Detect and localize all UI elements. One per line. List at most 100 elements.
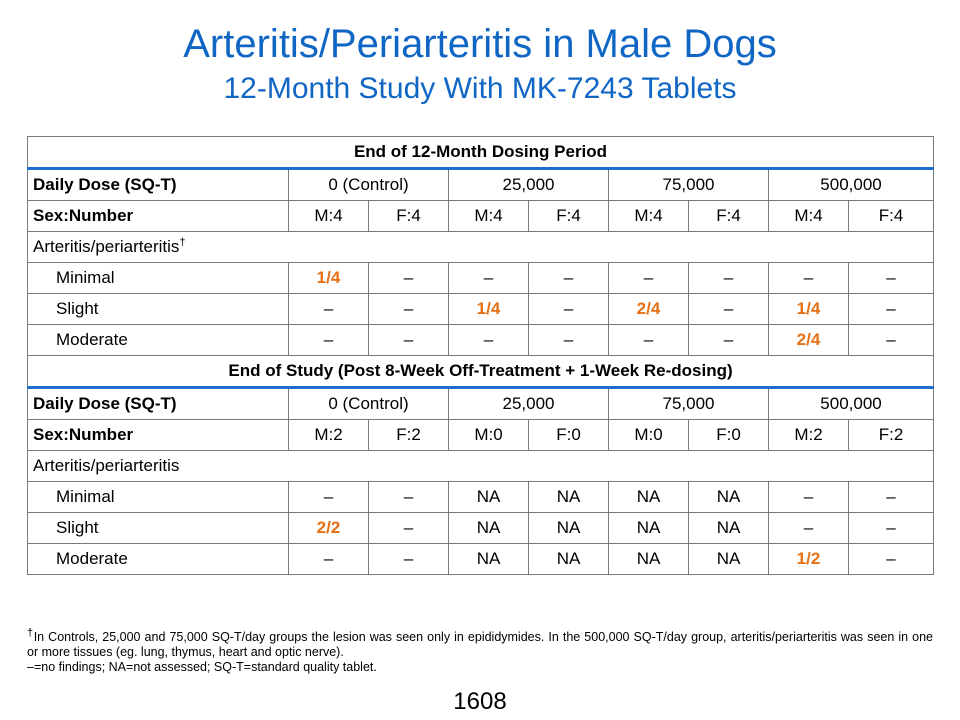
value-cell: – — [847, 324, 935, 356]
value-cell: – — [847, 262, 935, 294]
severity-label: Moderate — [27, 324, 289, 356]
finding-label: Arteritis/periarteritis† — [26, 231, 935, 263]
value-cell: NA — [688, 512, 769, 544]
dose-label: Daily Dose (SQ-T) — [27, 167, 289, 201]
value-cell: – — [847, 512, 935, 544]
value-cell: – — [368, 481, 449, 513]
value-cell: NA — [528, 543, 609, 575]
severity-row: Moderate – – NA NA NA NA 1/2 – — [27, 543, 935, 575]
severity-label: Minimal — [27, 481, 289, 513]
value-cell: NA — [608, 512, 689, 544]
dose-row: Daily Dose (SQ-T) 0 (Control) 25,000 75,… — [27, 386, 935, 420]
sex-cell: F:4 — [368, 200, 449, 232]
footnote-dagger: † — [27, 626, 34, 639]
value-cell: NA — [448, 481, 529, 513]
sex-cell: M:4 — [448, 200, 529, 232]
sex-cell: F:2 — [847, 419, 935, 451]
footnote-line-2: –=no findings; NA=not assessed; SQ-T=sta… — [27, 660, 377, 674]
value-cell: – — [688, 324, 769, 356]
value-cell: – — [448, 324, 529, 356]
severity-label: Moderate — [27, 543, 289, 575]
sex-cell: F:4 — [688, 200, 769, 232]
severity-label: Minimal — [27, 262, 289, 294]
sex-cell: M:4 — [288, 200, 369, 232]
sex-number-row: Sex:Number M:2 F:2 M:0 F:0 M:0 F:0 M:2 F… — [27, 419, 935, 451]
footnote-line-1: †In Controls, 25,000 and 75,000 SQ-T/day… — [27, 626, 933, 659]
value-cell: 2/4 — [608, 293, 689, 325]
value-cell: – — [368, 324, 449, 356]
dose-cell: 500,000 — [767, 386, 935, 420]
dose-label: Daily Dose (SQ-T) — [27, 386, 289, 420]
footnote: †In Controls, 25,000 and 75,000 SQ-T/day… — [27, 626, 933, 675]
value-cell: – — [688, 262, 769, 294]
slide-subtitle: 12-Month Study With MK-7243 Tablets — [223, 72, 737, 105]
dose-cell: 0 (Control) — [288, 167, 449, 201]
value-cell: NA — [528, 512, 609, 544]
slide-title: Arteritis/Periarteritis in Male Dogs — [183, 22, 777, 66]
value-cell: – — [288, 543, 369, 575]
value-cell: – — [288, 324, 369, 356]
sex-cell: M:4 — [768, 200, 849, 232]
dose-cell: 75,000 — [608, 386, 769, 420]
sex-number-label: Sex:Number — [27, 419, 289, 451]
sex-cell: F:4 — [528, 200, 609, 232]
value-cell: – — [368, 543, 449, 575]
value-cell: – — [768, 481, 849, 513]
severity-row: Minimal 1/4 – – – – – – – — [27, 262, 935, 294]
severity-row: Moderate – – – – – – 2/4 – — [27, 324, 935, 356]
value-cell: NA — [528, 481, 609, 513]
value-cell: – — [448, 262, 529, 294]
severity-row: Minimal – – NA NA NA NA – – — [27, 481, 935, 513]
sex-cell: F:2 — [368, 419, 449, 451]
value-cell: 2/2 — [288, 512, 369, 544]
value-cell: – — [528, 293, 609, 325]
value-cell: – — [608, 324, 689, 356]
value-cell: – — [368, 512, 449, 544]
sex-number-label: Sex:Number — [27, 200, 289, 232]
value-cell: 1/4 — [288, 262, 369, 294]
value-cell: – — [368, 262, 449, 294]
value-cell: – — [288, 293, 369, 325]
value-cell: – — [768, 262, 849, 294]
value-cell: – — [688, 293, 769, 325]
sex-cell: M:2 — [768, 419, 849, 451]
sex-cell: M:0 — [608, 419, 689, 451]
sex-cell: M:2 — [288, 419, 369, 451]
sex-number-row: Sex:Number M:4 F:4 M:4 F:4 M:4 F:4 M:4 F… — [27, 200, 935, 232]
value-cell: – — [608, 262, 689, 294]
severity-label: Slight — [27, 293, 289, 325]
value-cell: NA — [688, 543, 769, 575]
page-number: 1608 — [453, 688, 507, 715]
dose-cell: 75,000 — [608, 167, 769, 201]
value-cell: NA — [608, 543, 689, 575]
section2-heading: End of Study (Post 8-Week Off-Treatment … — [26, 355, 935, 388]
severity-row: Slight 2/2 – NA NA NA NA – – — [27, 512, 935, 544]
dose-cell: 500,000 — [767, 167, 935, 201]
severity-row: Slight – – 1/4 – 2/4 – 1/4 – — [27, 293, 935, 325]
value-cell: – — [528, 262, 609, 294]
section1-heading: End of 12-Month Dosing Period — [26, 136, 935, 169]
value-cell: – — [847, 543, 935, 575]
severity-label: Slight — [27, 512, 289, 544]
dagger-mark: † — [179, 236, 186, 249]
finding-row: Arteritis/periarteritis — [26, 450, 935, 482]
dose-cell: 25,000 — [448, 386, 609, 420]
value-cell: 2/4 — [768, 324, 849, 356]
sex-cell: F:0 — [528, 419, 609, 451]
section-heading-row: End of 12-Month Dosing Period — [26, 136, 935, 169]
value-cell: – — [528, 324, 609, 356]
value-cell: NA — [448, 543, 529, 575]
value-cell: – — [368, 293, 449, 325]
value-cell: – — [847, 293, 935, 325]
value-cell: NA — [448, 512, 529, 544]
sex-cell: M:4 — [608, 200, 689, 232]
finding-label: Arteritis/periarteritis — [26, 450, 935, 482]
sex-cell: M:0 — [448, 419, 529, 451]
value-cell: NA — [688, 481, 769, 513]
value-cell: – — [288, 481, 369, 513]
section-heading-row: End of Study (Post 8-Week Off-Treatment … — [26, 355, 935, 388]
dose-row: Daily Dose (SQ-T) 0 (Control) 25,000 75,… — [27, 167, 935, 201]
sex-cell: F:4 — [847, 200, 935, 232]
findings-table: End of 12-Month Dosing Period Daily Dose… — [26, 136, 935, 575]
finding-row: Arteritis/periarteritis† — [26, 231, 935, 263]
